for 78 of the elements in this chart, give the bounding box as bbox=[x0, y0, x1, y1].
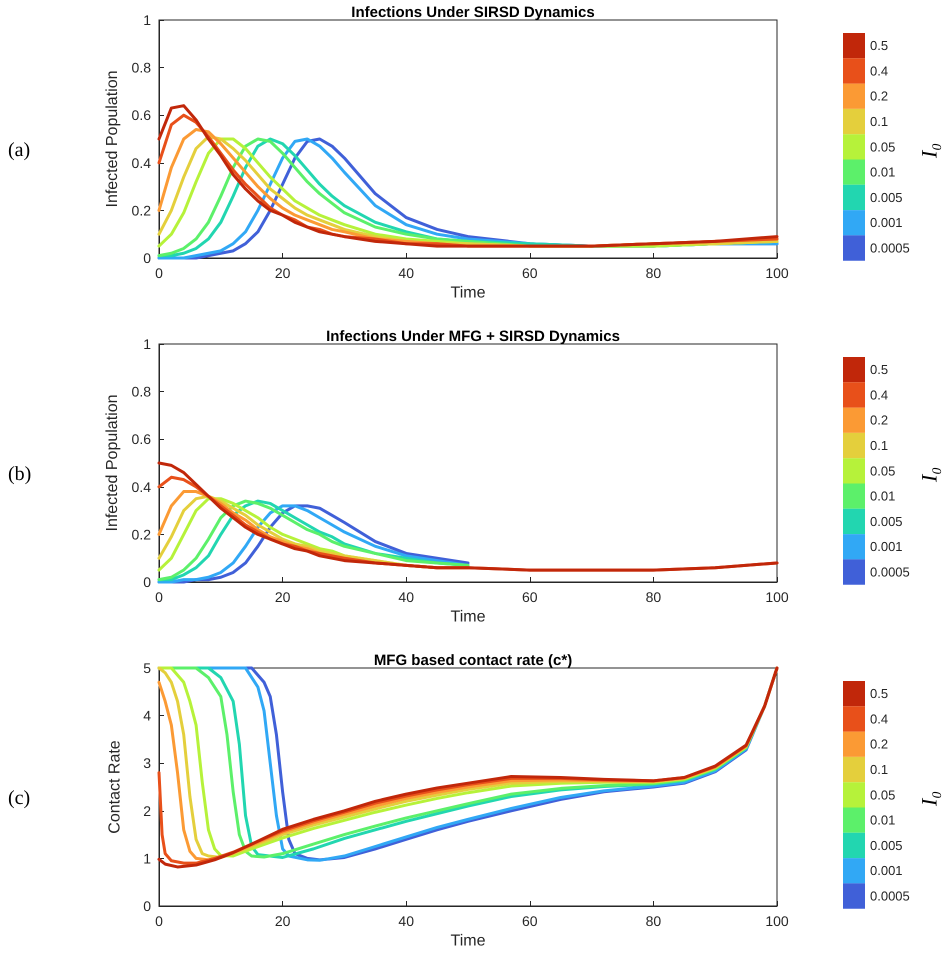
y-tick-label: 0.8 bbox=[132, 60, 152, 76]
legend-label: 0.01 bbox=[870, 488, 896, 504]
y-tick-label: 0 bbox=[143, 898, 152, 914]
y-tick-label: 1 bbox=[143, 336, 152, 352]
legend-label: 0.1 bbox=[870, 114, 888, 130]
x-tick-label: 20 bbox=[274, 265, 291, 281]
x-tick-label: 80 bbox=[646, 913, 662, 929]
y-tick-label: 0.6 bbox=[132, 431, 152, 448]
text: (c) bbox=[8, 787, 30, 809]
x-axis-title: Time bbox=[450, 284, 486, 302]
y-axis-title: Infected Population bbox=[104, 70, 122, 208]
legend-label: 0.0005 bbox=[870, 888, 910, 904]
y-tick-label: 1 bbox=[143, 850, 152, 866]
y-axis-title: Contact Rate bbox=[106, 740, 124, 834]
legend-title: I₀ bbox=[916, 791, 942, 807]
y-axis-title: Infected Population bbox=[104, 394, 122, 532]
legend-label: 0.01 bbox=[870, 812, 896, 828]
x-tick-label: 80 bbox=[646, 589, 662, 605]
legend-label: 0.001 bbox=[870, 863, 903, 878]
legend-label: 0.005 bbox=[870, 514, 903, 529]
x-tick-label: 20 bbox=[274, 913, 291, 929]
legend-label: 0.0005 bbox=[870, 240, 910, 256]
legend-title: I₀ bbox=[916, 143, 942, 159]
legend-title: I₀ bbox=[916, 467, 942, 483]
x-tick-label: 20 bbox=[274, 589, 291, 605]
text: (b) bbox=[8, 463, 32, 485]
legend-label: 0.001 bbox=[870, 215, 903, 230]
y-tick-label: 4 bbox=[143, 708, 152, 724]
legend-label: 0.05 bbox=[870, 139, 896, 154]
legend-label: 0.05 bbox=[870, 463, 896, 478]
legend-label: 0.005 bbox=[870, 190, 903, 205]
legend-label: 0.4 bbox=[870, 711, 888, 726]
y-tick-label: 5 bbox=[143, 660, 152, 676]
y-tick-label: 0.2 bbox=[132, 202, 152, 218]
legend-label: 0.0005 bbox=[870, 564, 910, 580]
legend-label: 0.5 bbox=[870, 362, 888, 378]
x-tick-label: 40 bbox=[398, 265, 414, 281]
legend-label: 0.001 bbox=[870, 539, 903, 554]
legend-label: 0.5 bbox=[870, 38, 888, 54]
x-axis-title: Time bbox=[450, 608, 486, 626]
x-tick-label: 40 bbox=[398, 913, 414, 929]
chart-title: Infections Under SIRSD Dynamics bbox=[351, 4, 595, 21]
x-tick-label: 40 bbox=[398, 589, 414, 605]
legend-label: 0.1 bbox=[870, 438, 888, 454]
legend-label: 0.2 bbox=[870, 88, 888, 104]
legend-label: 0.1 bbox=[870, 762, 888, 778]
y-tick-label: 0.6 bbox=[132, 107, 152, 124]
legend-label: 0.5 bbox=[870, 686, 888, 702]
x-tick-label: 100 bbox=[765, 265, 789, 281]
y-tick-label: 1 bbox=[143, 12, 152, 28]
legend-label: 0.05 bbox=[870, 787, 896, 802]
legend-label: 0.2 bbox=[870, 412, 888, 428]
x-tick-label: 0 bbox=[155, 265, 164, 281]
x-tick-label: 100 bbox=[765, 913, 789, 929]
y-tick-label: 0.2 bbox=[132, 526, 152, 542]
x-tick-label: 0 bbox=[155, 913, 164, 929]
y-tick-label: 0.4 bbox=[132, 154, 152, 171]
legend-label: 0.4 bbox=[870, 387, 888, 402]
y-tick-label: 0.4 bbox=[132, 478, 152, 495]
legend-label: 0.005 bbox=[870, 838, 903, 853]
legend-label: 0.4 bbox=[870, 63, 888, 78]
x-axis-title: Time bbox=[450, 932, 486, 950]
x-tick-label: 100 bbox=[765, 589, 789, 605]
chart-title: Infections Under MFG + SIRSD Dynamics bbox=[326, 328, 620, 345]
y-tick-label: 0 bbox=[143, 250, 152, 266]
y-tick-label: 0.8 bbox=[132, 384, 152, 400]
y-tick-label: 3 bbox=[143, 755, 152, 772]
y-tick-label: 0 bbox=[143, 574, 152, 590]
text: (a) bbox=[8, 139, 30, 161]
x-tick-label: 60 bbox=[522, 589, 538, 605]
legend-label: 0.01 bbox=[870, 164, 896, 180]
y-tick-label: 2 bbox=[143, 802, 152, 819]
chart-title: MFG based contact rate (c*) bbox=[374, 652, 572, 669]
x-tick-label: 80 bbox=[646, 265, 662, 281]
x-tick-label: 60 bbox=[522, 913, 538, 929]
x-tick-label: 60 bbox=[522, 265, 538, 281]
legend-label: 0.2 bbox=[870, 736, 888, 752]
x-tick-label: 0 bbox=[155, 589, 164, 605]
